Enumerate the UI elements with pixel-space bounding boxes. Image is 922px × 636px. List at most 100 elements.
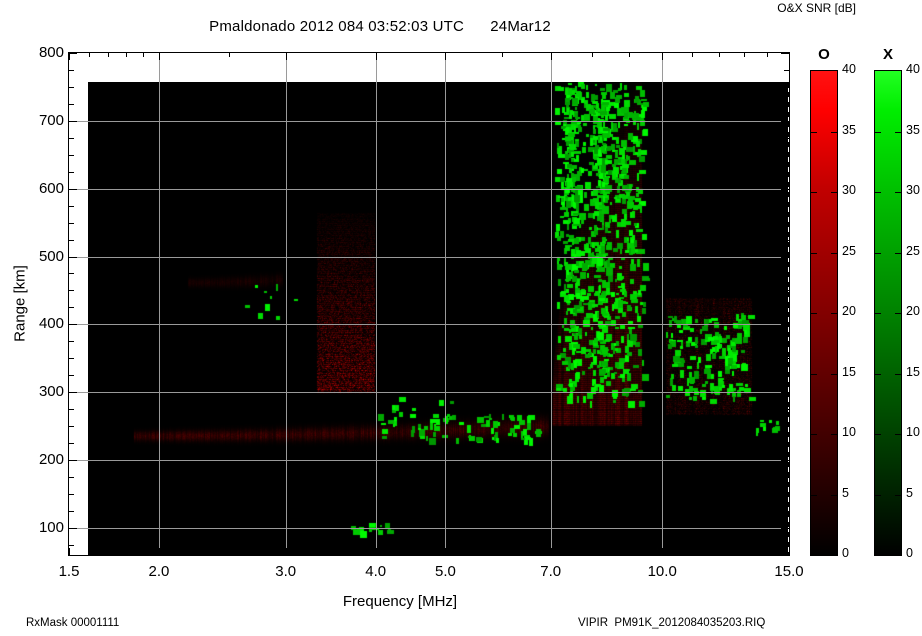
raster-right-edge bbox=[788, 82, 790, 555]
y-axis-minor-tick bbox=[69, 103, 74, 105]
x-axis-tick bbox=[69, 53, 70, 60]
y-axis-minor-tick bbox=[69, 375, 74, 377]
y-axis-minor-tick bbox=[784, 358, 789, 360]
x-axis-tick-label: 5.0 bbox=[435, 563, 456, 580]
colorbar-tick-label: 15 bbox=[906, 364, 920, 379]
y-axis-tick-label: 200 bbox=[38, 451, 64, 469]
x-axis-minor-tick bbox=[592, 53, 594, 57]
x-axis-tick bbox=[285, 548, 287, 555]
y-axis-tick bbox=[781, 460, 789, 462]
colorbar-x-title: X bbox=[882, 46, 893, 63]
y-axis-minor-tick bbox=[784, 476, 789, 478]
gridline-vertical bbox=[285, 53, 287, 555]
colorbar-tick bbox=[874, 131, 902, 133]
colorbar-tick-label: 25 bbox=[842, 243, 856, 258]
colorbar-tick bbox=[810, 131, 838, 133]
y-axis-minor-tick bbox=[69, 154, 74, 156]
colorbar-tick bbox=[810, 494, 838, 496]
y-axis-tick-label: 700 bbox=[38, 111, 64, 129]
y-axis-tick bbox=[781, 120, 789, 122]
colorbar-tick-label: 25 bbox=[906, 243, 920, 258]
y-axis-minor-tick bbox=[784, 69, 789, 71]
y-axis-minor-tick bbox=[69, 341, 74, 343]
gridline-horizontal bbox=[69, 460, 789, 462]
x-axis-tick-label: 2.0 bbox=[148, 563, 170, 580]
colorbar-tick-label: 40 bbox=[842, 62, 856, 76]
x-axis-minor-tick bbox=[502, 53, 504, 57]
colorbar-o[interactable] bbox=[810, 70, 838, 556]
y-axis-tick bbox=[781, 256, 789, 258]
colorbar-tick-label: 10 bbox=[906, 425, 920, 439]
y-axis-tick bbox=[69, 460, 77, 462]
x-axis-tick bbox=[662, 53, 664, 60]
gridline-horizontal bbox=[69, 256, 789, 258]
y-axis-minor-tick bbox=[69, 426, 74, 428]
y-axis-tick bbox=[781, 324, 789, 326]
colorbar-x[interactable] bbox=[874, 70, 902, 556]
colorbar-o-title: O bbox=[818, 46, 830, 63]
colorbar-tick bbox=[874, 434, 902, 435]
x-axis-minor-tick bbox=[126, 53, 127, 57]
footer-filename: VIPIR PM91K_2012084035203.RIQ bbox=[578, 617, 766, 629]
colorbar-tick-label: 15 bbox=[842, 364, 856, 379]
colorbar-tick bbox=[810, 373, 838, 375]
y-axis-minor-tick bbox=[784, 86, 789, 88]
x-axis-minor-tick bbox=[502, 551, 504, 555]
x-axis-tick-label: 4.0 bbox=[365, 563, 387, 580]
colorbar-tick bbox=[810, 192, 838, 193]
x-axis-minor-tick bbox=[767, 53, 769, 57]
y-axis-minor-tick bbox=[69, 290, 74, 292]
page-title: Pmaldonado 2012 084 03:52:03 UTC 24Mar12 bbox=[209, 18, 551, 35]
y-axis-title: Range [km] bbox=[11, 265, 29, 342]
y-axis-minor-tick bbox=[784, 544, 789, 546]
y-axis-minor-tick bbox=[784, 510, 789, 512]
y-axis-minor-tick bbox=[69, 222, 74, 224]
gridline-horizontal bbox=[69, 392, 789, 394]
x-axis-minor-tick bbox=[108, 53, 110, 57]
y-axis-minor-tick bbox=[69, 273, 74, 275]
y-axis-minor-tick bbox=[784, 273, 789, 275]
y-axis-minor-tick bbox=[69, 205, 74, 207]
x-axis-minor-tick bbox=[108, 551, 110, 555]
gridline-vertical bbox=[158, 53, 160, 555]
y-axis-minor-tick bbox=[784, 426, 789, 428]
x-axis-minor-tick bbox=[89, 551, 91, 555]
y-axis-minor-tick bbox=[784, 205, 789, 207]
gridline-horizontal bbox=[69, 324, 789, 326]
colorbar-tick-label: 0 bbox=[906, 546, 913, 560]
x-axis-tick-label: 3.0 bbox=[275, 563, 297, 580]
y-axis-minor-tick bbox=[784, 375, 789, 377]
colorbar-tick-label: 5 bbox=[842, 485, 849, 500]
y-axis-tick-label: 400 bbox=[38, 315, 64, 333]
gridline-vertical bbox=[445, 53, 447, 555]
x-axis-tick bbox=[662, 548, 664, 555]
x-axis-minor-tick bbox=[228, 551, 230, 555]
y-axis-minor-tick bbox=[784, 290, 789, 292]
gridline-horizontal bbox=[69, 527, 789, 529]
x-axis-tick bbox=[158, 548, 160, 555]
x-axis-tick bbox=[789, 53, 790, 60]
y-axis-minor-tick bbox=[69, 171, 74, 173]
x-axis-minor-tick bbox=[142, 53, 144, 57]
x-axis-tick bbox=[550, 53, 552, 60]
y-axis-minor-tick bbox=[69, 307, 74, 309]
y-axis-minor-tick bbox=[784, 154, 789, 156]
y-axis-minor-tick bbox=[69, 476, 74, 478]
y-axis-minor-tick bbox=[784, 239, 789, 241]
y-axis-minor-tick bbox=[69, 544, 74, 546]
y-axis-minor-tick bbox=[69, 358, 74, 360]
ionogram-raster[interactable] bbox=[88, 82, 788, 555]
x-axis-tick bbox=[550, 548, 552, 555]
y-axis-tick bbox=[69, 256, 77, 258]
x-axis-minor-tick bbox=[719, 551, 721, 555]
y-axis-minor-tick bbox=[784, 409, 789, 411]
y-axis-minor-tick bbox=[784, 307, 789, 309]
x-axis-tick bbox=[158, 53, 160, 60]
gridline-horizontal bbox=[69, 120, 789, 122]
x-axis-minor-tick bbox=[142, 551, 144, 555]
y-axis-tick bbox=[69, 53, 77, 54]
y-axis-minor-tick bbox=[69, 239, 74, 241]
colorbar-tick-label: 30 bbox=[906, 183, 920, 197]
colorbar-tick bbox=[810, 434, 838, 435]
y-axis-tick bbox=[781, 392, 789, 394]
